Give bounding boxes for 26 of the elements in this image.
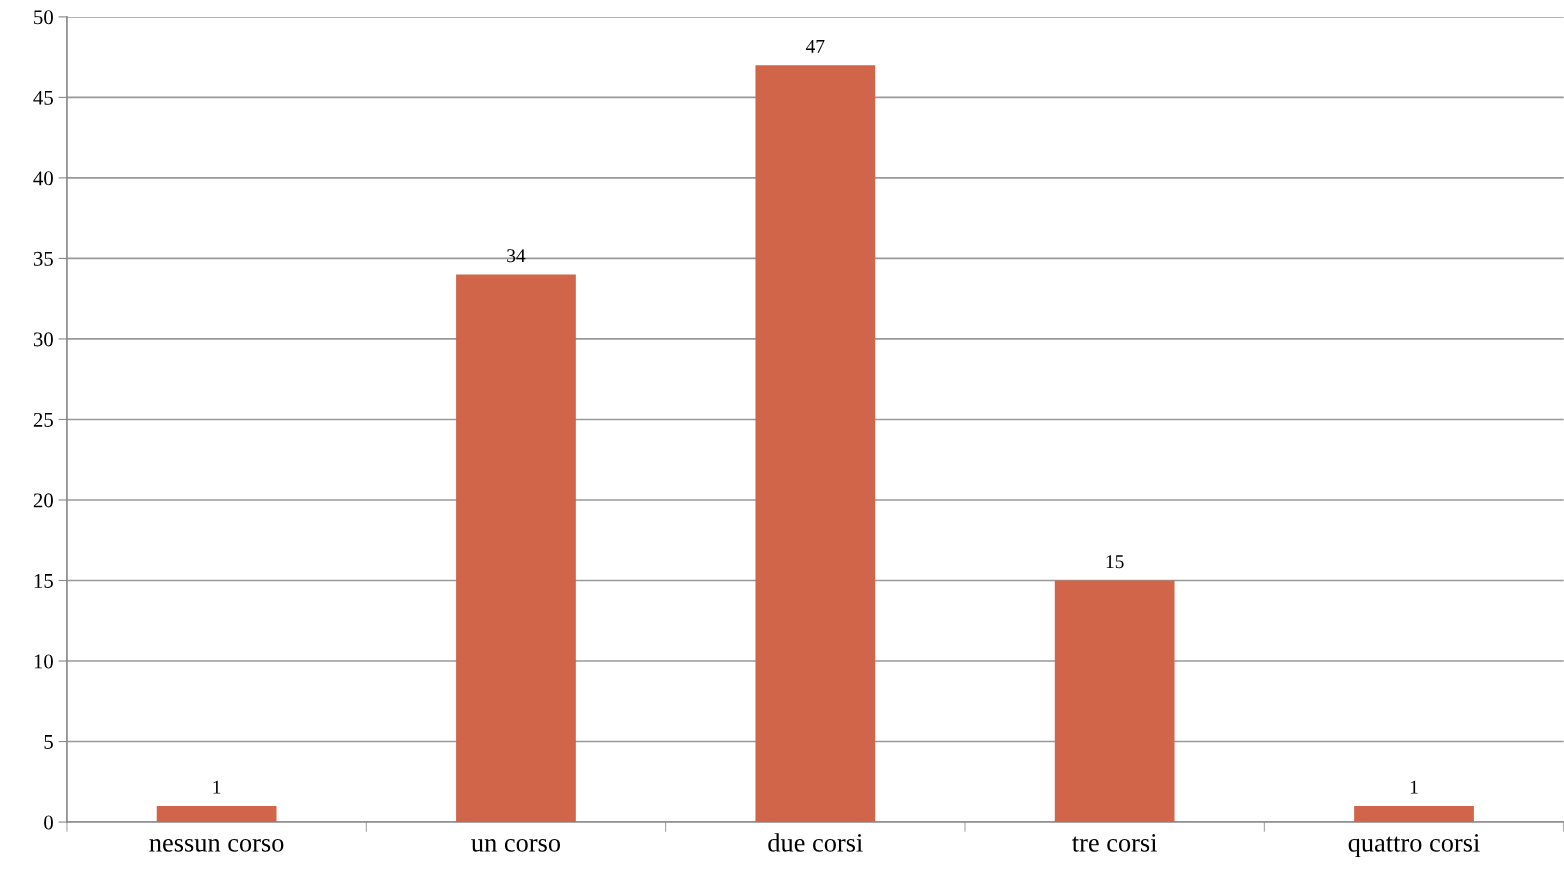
bar <box>156 805 277 823</box>
y-tick-label: 45 <box>33 90 53 105</box>
y-tick-label: 30 <box>33 332 53 347</box>
y-tick-label: 50 <box>34 10 53 25</box>
x-tick-label: quattro corsi <box>1348 833 1480 858</box>
data-label: 34 <box>507 249 526 263</box>
y-tick-label: 10 <box>34 654 53 669</box>
x-tick-label: nessun corso <box>149 839 284 852</box>
x-tick-label: due corsi <box>768 833 863 852</box>
y-tick-label: 0 <box>44 815 53 830</box>
data-label: 1 <box>213 780 221 794</box>
data-label: 15 <box>1106 555 1124 569</box>
y-tick-label: 20 <box>33 493 53 508</box>
data-label: 1 <box>1410 780 1418 794</box>
data-label: 47 <box>805 39 825 53</box>
y-tick-label: 35 <box>33 251 53 266</box>
y-tick-label: 15 <box>34 573 53 588</box>
y-tick-label: 5 <box>44 735 53 749</box>
y-tick-label: 25 <box>33 412 53 427</box>
bar <box>1054 580 1175 823</box>
y-tick-label: 40 <box>33 171 53 186</box>
x-tick-label: un corso <box>471 839 561 852</box>
bar <box>456 274 576 823</box>
x-tick-label: tre corsi <box>1072 833 1158 852</box>
bar <box>1354 805 1474 823</box>
bar <box>755 65 876 823</box>
